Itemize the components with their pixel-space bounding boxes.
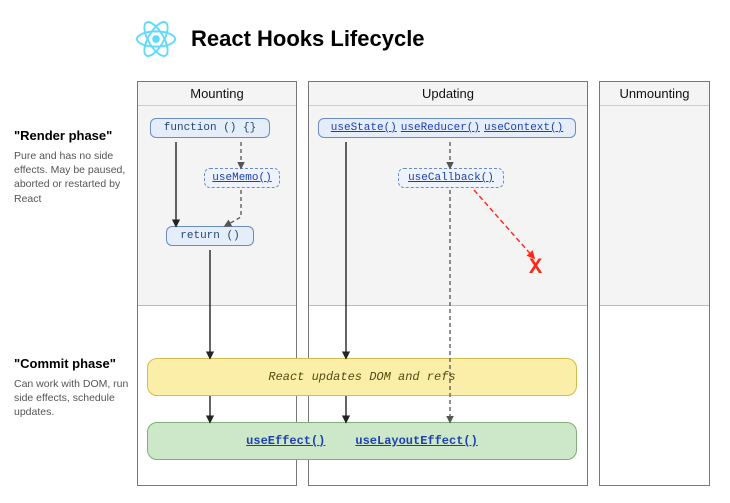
page-title: React Hooks Lifecycle — [191, 26, 425, 52]
phase-render-title: "Render phase" — [14, 128, 132, 143]
node-return-text: return () — [180, 230, 239, 242]
title-row: React Hooks Lifecycle — [135, 18, 425, 60]
phase-commit-label: "Commit phase" Can work with DOM, run si… — [14, 356, 132, 420]
hook-link-useeffect[interactable]: useEffect() — [246, 434, 325, 448]
phase-commit-desc: Can work with DOM, run side effects, sch… — [14, 377, 132, 420]
node-return: return () — [166, 226, 254, 246]
node-usecallback[interactable]: useCallback() — [398, 168, 504, 188]
react-logo-icon — [135, 18, 177, 60]
red-x-mark: X — [529, 255, 542, 280]
hook-link-usereducer[interactable]: useReducer() — [401, 122, 480, 134]
hook-link-usecontext[interactable]: useContext() — [484, 122, 563, 134]
column-header-updating: Updating — [309, 82, 587, 106]
phase-commit-title: "Commit phase" — [14, 356, 132, 371]
hook-link-usememo[interactable]: useMemo() — [212, 172, 271, 184]
render-band — [600, 106, 709, 306]
box-dom-updates: React updates DOM and refs — [147, 358, 577, 396]
hook-link-usestate[interactable]: useState() — [331, 122, 397, 134]
node-update-hooks: useState() useReducer() useContext() — [318, 118, 576, 138]
column-header-mounting: Mounting — [138, 82, 296, 106]
node-usememo[interactable]: useMemo() — [204, 168, 280, 188]
hook-link-usecallback[interactable]: useCallback() — [408, 172, 494, 184]
node-function: function () {} — [150, 118, 270, 138]
commit-band — [600, 306, 709, 485]
box-dom-text: React updates DOM and refs — [268, 370, 455, 384]
phase-render-label: "Render phase" Pure and has no side effe… — [14, 128, 132, 206]
column-unmounting: Unmounting — [599, 81, 710, 486]
column-header-unmounting: Unmounting — [600, 82, 709, 106]
box-effects: useEffect() useLayoutEffect() — [147, 422, 577, 460]
phase-render-desc: Pure and has no side effects. May be pau… — [14, 149, 132, 206]
hook-link-uselayouteffect[interactable]: useLayoutEffect() — [355, 434, 477, 448]
node-function-text: function () {} — [164, 122, 256, 134]
